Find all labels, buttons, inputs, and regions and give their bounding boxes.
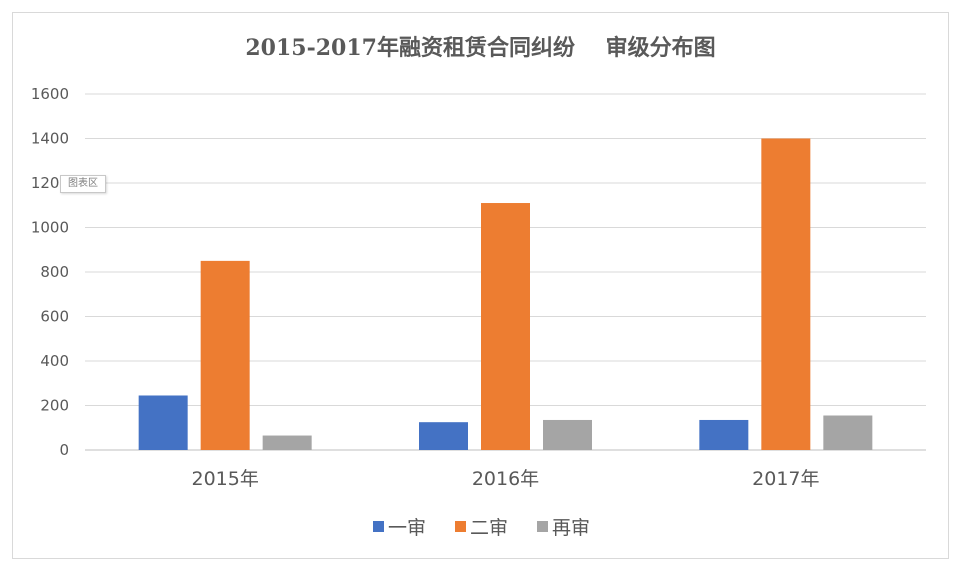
y-tick-label: 1000 [31, 219, 69, 237]
chart-area-tooltip: 图表区 [60, 175, 106, 193]
legend-label: 再审 [552, 517, 590, 539]
bar-一审-2017年[interactable] [699, 419, 749, 450]
y-tick-label: 200 [40, 397, 69, 415]
y-tick-label: 600 [40, 308, 69, 326]
x-category-label: 2015年 [191, 468, 258, 490]
legend-swatch [373, 521, 384, 532]
bar-再审-2015年[interactable] [262, 435, 312, 450]
legend-label: 一审 [388, 517, 426, 539]
x-category-label: 2016年 [472, 468, 539, 490]
legend-label: 二审 [470, 517, 508, 539]
y-tick-label: 0 [59, 441, 69, 459]
bar-二审-2016年[interactable] [481, 203, 530, 450]
bar-二审-2015年[interactable] [200, 260, 250, 450]
bar-一审-2016年[interactable] [419, 422, 468, 450]
y-tick-label: 400 [40, 352, 69, 370]
legend-swatch [455, 521, 466, 532]
x-category-label: 2017年 [752, 468, 819, 490]
bar-再审-2017年[interactable] [823, 415, 873, 450]
y-tick-label: 1400 [31, 130, 69, 148]
bar-一审-2015年[interactable] [138, 395, 188, 450]
x-axis-categories: 2015年 2016年 2017年 [191, 468, 819, 490]
y-tick-label: 800 [40, 263, 69, 281]
bars [138, 138, 873, 451]
legend: 一审 二审 再审 [373, 517, 590, 539]
chart-title: 2015-2017年融资租赁合同纠纷 审级分布图 [245, 35, 716, 61]
bar-二审-2017年[interactable] [761, 138, 811, 451]
legend-swatch [537, 521, 548, 532]
y-axis-ticks: 0 200 400 600 800 1000 1200 1400 1600 [31, 85, 69, 459]
bar-再审-2016年[interactable] [543, 419, 592, 450]
y-tick-label: 1600 [31, 85, 69, 103]
y-tick-label: 1200 [31, 174, 69, 192]
